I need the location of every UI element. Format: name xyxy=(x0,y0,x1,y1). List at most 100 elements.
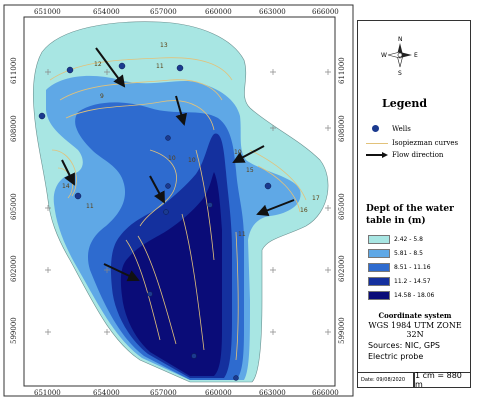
legend-isopiezo-row: Isopiezman curves xyxy=(366,139,458,147)
contour-label: 12 xyxy=(94,61,102,68)
x-tick-bottom: 651000 xyxy=(34,389,61,397)
compass-w: W xyxy=(381,52,387,59)
grid-crosses xyxy=(45,69,331,335)
contour-line xyxy=(249,149,307,201)
date-text: Date: 09/08/2020 xyxy=(361,377,406,383)
contour-line xyxy=(139,149,177,227)
compass-n: N xyxy=(398,36,403,43)
well-point xyxy=(118,62,126,70)
depth-class-row: 2.42 - 5.8 xyxy=(368,235,423,244)
flow-arrow xyxy=(175,95,188,126)
grid-cross xyxy=(270,267,276,273)
contour-line xyxy=(257,165,301,213)
x-tick-bottom: 654000 xyxy=(93,389,120,397)
depth-class-label: 8.51 - 11.16 xyxy=(394,264,431,271)
flow-arrow xyxy=(232,145,265,163)
compass-s: S xyxy=(398,70,402,77)
grid-cross xyxy=(325,267,331,273)
contour-label: 9 xyxy=(100,93,104,100)
y-tick-right: 599000 xyxy=(338,317,346,344)
well-point xyxy=(207,202,213,208)
legend-wells-label: Wells xyxy=(392,125,411,133)
isopiezo-curves xyxy=(49,57,307,361)
grid-cross xyxy=(270,125,276,131)
coord-system-title: Coordinate system xyxy=(378,311,452,320)
contour-line xyxy=(125,239,161,341)
contour-label: 11 xyxy=(238,231,246,238)
well-point xyxy=(264,182,272,190)
contour-label: 11 xyxy=(86,203,94,210)
depth-swatch xyxy=(368,235,390,244)
depth-class-label: 11.2 - 14.57 xyxy=(394,278,431,285)
depth-class-row: 5.81 - 8.5 xyxy=(368,249,423,258)
flow-arrows xyxy=(61,47,295,282)
legend-flow-label: Flow direction xyxy=(392,151,444,159)
grid-cross xyxy=(45,205,51,211)
grid-cross xyxy=(45,267,51,273)
x-tick-top: 666000 xyxy=(312,8,339,16)
x-tick-bottom: 657000 xyxy=(150,389,177,397)
well-point xyxy=(233,375,239,381)
y-tick-left: 602000 xyxy=(10,255,18,282)
x-tick-bottom: 660000 xyxy=(205,389,232,397)
flow-arrow-icon xyxy=(366,151,388,159)
depth-swatch xyxy=(368,277,390,286)
date-box: Date: 09/08/2020 xyxy=(357,372,414,388)
grid-cross xyxy=(45,69,51,75)
grid-cross xyxy=(104,329,110,335)
flow-arrow xyxy=(95,47,126,88)
flow-arrow xyxy=(61,159,75,186)
grid-cross xyxy=(45,329,51,335)
contour-line xyxy=(65,100,215,131)
well-point xyxy=(74,192,82,200)
well-point xyxy=(163,209,169,215)
wells xyxy=(38,62,272,381)
well-point xyxy=(38,112,46,120)
well-point xyxy=(176,64,184,72)
flow-arrow xyxy=(103,263,140,282)
grid-cross xyxy=(325,125,331,131)
contour-line xyxy=(49,57,233,81)
y-tick-right: 608000 xyxy=(338,115,346,142)
axis-labels: 651000 654000 657000 660000 663000 66600… xyxy=(10,8,346,397)
contour-label: 17 xyxy=(312,195,320,202)
depth-class-label: 2.42 - 5.8 xyxy=(394,236,423,243)
x-tick-bottom: 666000 xyxy=(312,389,339,397)
contour-label: 14 xyxy=(62,183,70,190)
sources-line-1: Sources: NIC, GPS xyxy=(368,341,440,350)
north-arrow-icon xyxy=(387,43,412,68)
scale-box: 1 cm = 880 m xyxy=(414,371,471,389)
grid-cross xyxy=(104,69,110,75)
contour-label: 15 xyxy=(246,167,254,174)
contour-line-icon xyxy=(366,139,388,147)
depth-class-label: 5.81 - 8.5 xyxy=(394,250,423,257)
grid-cross xyxy=(270,69,276,75)
y-tick-right: 602000 xyxy=(338,255,346,282)
sources-line-2: Electric probe xyxy=(368,352,424,361)
depth-swatch xyxy=(368,249,390,258)
contour-line xyxy=(51,149,77,197)
contour-line xyxy=(137,235,177,345)
legend-panel: N S E W Legend Wells Isopiezman curves F… xyxy=(357,20,471,388)
depth-swatch xyxy=(368,263,390,272)
legend-title: Legend xyxy=(382,97,428,110)
y-tick-right: 611000 xyxy=(338,57,346,84)
y-tick-left: 608000 xyxy=(10,115,18,142)
flow-arrow xyxy=(256,199,295,216)
well-symbol-icon xyxy=(366,125,388,133)
grid-cross xyxy=(325,329,331,335)
flow-arrow xyxy=(149,175,165,204)
legend-wells-row: Wells xyxy=(366,125,411,133)
x-tick-top: 660000 xyxy=(205,8,232,16)
well-point xyxy=(66,66,74,74)
y-tick-right: 605000 xyxy=(338,193,346,220)
x-tick-top: 657000 xyxy=(150,8,177,16)
well-point xyxy=(165,183,171,189)
depth-class-row: 11.2 - 14.57 xyxy=(368,277,431,286)
well-point xyxy=(191,353,197,359)
depth-class-row: 8.51 - 11.16 xyxy=(368,263,431,272)
depth-swatch xyxy=(368,291,390,300)
contour-label: 10 xyxy=(234,149,242,156)
